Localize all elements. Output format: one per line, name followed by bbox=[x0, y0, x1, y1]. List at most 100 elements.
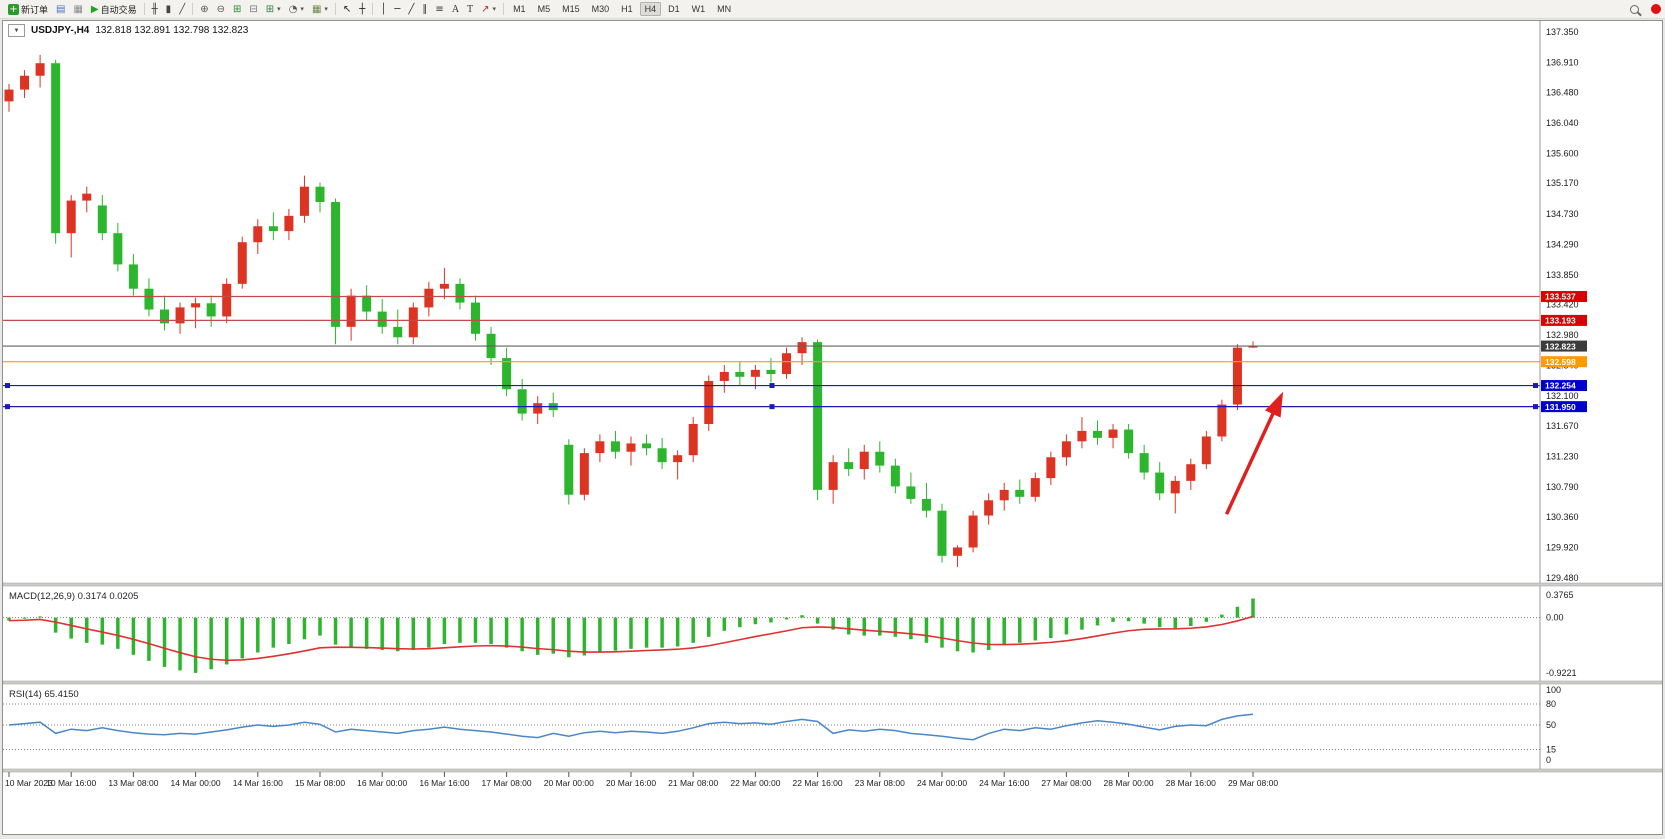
hline-handle[interactable] bbox=[769, 383, 775, 389]
timeframe-button-D1[interactable]: D1 bbox=[668, 4, 680, 14]
price-axis-label: 129.480 bbox=[1546, 573, 1579, 583]
profile-button[interactable]: ▦ bbox=[69, 2, 86, 17]
autotrading-button[interactable]: ▶ 自动交易 bbox=[87, 1, 141, 18]
candle-body bbox=[1248, 346, 1258, 348]
macd-histogram-bar bbox=[38, 616, 42, 618]
vertical-line-tool-button[interactable]: │ bbox=[376, 2, 390, 17]
timeframe-button-M1[interactable]: M1 bbox=[513, 4, 526, 14]
cascade-windows-button[interactable]: ⊟ bbox=[245, 2, 261, 17]
candle-body bbox=[113, 233, 123, 265]
chart-canvas[interactable]: 137.350 136.910 136.480 136.040 135.600 135.1… bbox=[2, 21, 1663, 834]
template-button[interactable]: ▦ ▾ bbox=[308, 2, 332, 17]
label-tool-button[interactable]: T bbox=[463, 2, 477, 17]
fibonacci-icon: ≡ bbox=[435, 3, 444, 15]
price-axis-label: 131.230 bbox=[1546, 452, 1579, 462]
hline-handle[interactable] bbox=[1533, 404, 1538, 410]
candle-body bbox=[704, 380, 714, 424]
candle-body bbox=[175, 307, 185, 324]
horizontal-line-tool-button[interactable]: ─ bbox=[390, 2, 404, 17]
panel-splitters[interactable] bbox=[2, 582, 1663, 773]
macd-histogram-bar bbox=[504, 617, 509, 648]
panel-splitter[interactable] bbox=[2, 680, 1663, 685]
charts-button[interactable]: ▤ bbox=[52, 2, 69, 17]
zoom-in-button[interactable]: ⊕ bbox=[196, 2, 212, 17]
price-axis-label: 134.730 bbox=[1546, 209, 1579, 219]
zoom-out-button[interactable]: ⊖ bbox=[213, 2, 229, 17]
zoom-in-icon: ⊕ bbox=[200, 3, 209, 15]
price-axis-label: 136.040 bbox=[1546, 118, 1579, 128]
hline-handle[interactable] bbox=[5, 404, 10, 410]
candle-body bbox=[1232, 347, 1242, 405]
time-axis-label: 10 Mar 16:00 bbox=[46, 778, 96, 788]
period-button[interactable]: ◔ ▾ bbox=[285, 2, 308, 17]
price-axis[interactable]: 137.350 136.910 136.480 136.040 135.600 135.1… bbox=[1539, 21, 1587, 772]
toolbar-separator bbox=[143, 3, 145, 15]
arrow-object[interactable] bbox=[1224, 391, 1284, 515]
time-axis-label: 21 Mar 08:00 bbox=[668, 778, 718, 788]
macd-histogram-bar bbox=[1157, 617, 1162, 628]
macd-histogram-bar bbox=[644, 617, 649, 648]
macd-histogram-bar bbox=[955, 617, 960, 652]
time-axis-label: 20 Mar 00:00 bbox=[544, 778, 594, 788]
candle-body bbox=[844, 462, 854, 470]
chevron-down-icon: ▾ bbox=[300, 6, 304, 13]
hline-handle[interactable] bbox=[1533, 383, 1538, 389]
notification-badge-icon[interactable] bbox=[1651, 4, 1661, 14]
macd-histogram-bar bbox=[675, 617, 680, 647]
timeframe-button-H1[interactable]: H1 bbox=[621, 4, 633, 14]
timeframe-button-W1[interactable]: W1 bbox=[691, 4, 706, 14]
profile-icon: ▦ bbox=[73, 3, 83, 15]
candle-body bbox=[1155, 472, 1165, 494]
macd-histogram-bar bbox=[85, 617, 89, 643]
search-button[interactable] bbox=[1626, 3, 1643, 16]
candle-body bbox=[1077, 430, 1087, 442]
ohlc-bars-button[interactable]: ╫ bbox=[148, 2, 162, 17]
hline-handle[interactable] bbox=[769, 404, 775, 410]
main-toolbar: + 新订单 ▤ ▦ ▶ 自动交易 ╫ ▮ ╱ ⊕ ⊖ ⊞ ⊟ ⊞ ▾ ◔ ▾ ▦… bbox=[0, 0, 1665, 19]
candlestick-icon: ▮ bbox=[165, 3, 172, 15]
crosshair-button[interactable]: ┼ bbox=[355, 2, 369, 17]
hline-handle[interactable] bbox=[5, 383, 10, 389]
timeframe-button-M5[interactable]: M5 bbox=[537, 4, 551, 14]
cursor-button[interactable]: ↖ bbox=[339, 2, 355, 17]
trendline-tool-button[interactable]: ╱ bbox=[404, 2, 418, 17]
macd-histogram-bar bbox=[458, 617, 462, 643]
panel-splitter[interactable] bbox=[2, 582, 1663, 587]
macd-histogram-bar bbox=[22, 617, 27, 619]
channel-tool-button[interactable]: ∥ bbox=[418, 2, 431, 17]
time-axis-label: 17 Mar 08:00 bbox=[482, 778, 532, 788]
candle-body bbox=[393, 326, 403, 338]
trend-arrow[interactable] bbox=[1224, 391, 1284, 515]
arrows-tool-button[interactable]: ↗ ▾ bbox=[477, 2, 500, 17]
candle-body bbox=[610, 441, 620, 452]
timeframe-button-M30[interactable]: M30 bbox=[591, 4, 610, 14]
one-click-collapse-button[interactable]: ▼ bbox=[8, 24, 25, 37]
candle-body bbox=[377, 311, 387, 327]
candle-body bbox=[828, 462, 838, 490]
candle-body bbox=[424, 288, 434, 308]
macd-histogram-bar bbox=[1080, 617, 1084, 630]
new-chart-button[interactable]: ⊞ ▾ bbox=[262, 2, 285, 17]
macd-histogram-bar bbox=[924, 617, 929, 643]
price-axis-label: 137.350 bbox=[1546, 27, 1579, 37]
timeframe-button-MN[interactable]: MN bbox=[717, 4, 732, 14]
rsi-line bbox=[8, 713, 1254, 741]
toolbar-separator bbox=[503, 3, 505, 15]
time-axis-label: 20 Mar 16:00 bbox=[606, 778, 656, 788]
macd-histogram-bar bbox=[240, 617, 244, 659]
price-axis-label: 131.670 bbox=[1546, 421, 1579, 431]
tile-windows-button[interactable]: ⊞ bbox=[229, 2, 245, 17]
price-axis-label: 132.100 bbox=[1546, 391, 1579, 401]
new-order-button[interactable]: + 新订单 bbox=[4, 1, 52, 18]
timeframe-button-M15[interactable]: M15 bbox=[562, 4, 580, 14]
macd-histogram-bar bbox=[1189, 617, 1193, 627]
text-tool-button[interactable]: A bbox=[448, 2, 463, 17]
macd-histogram-bar bbox=[271, 617, 276, 648]
fibonacci-tool-button[interactable]: ≡ bbox=[431, 2, 447, 17]
timeframe-button-H4[interactable]: H4 bbox=[639, 2, 662, 16]
price-axis-label: 133.420 bbox=[1546, 300, 1579, 310]
panel-splitter[interactable] bbox=[2, 768, 1663, 773]
line-chart-button[interactable]: ╱ bbox=[175, 2, 189, 17]
candlestick-chart-button[interactable]: ▮ bbox=[162, 2, 176, 17]
